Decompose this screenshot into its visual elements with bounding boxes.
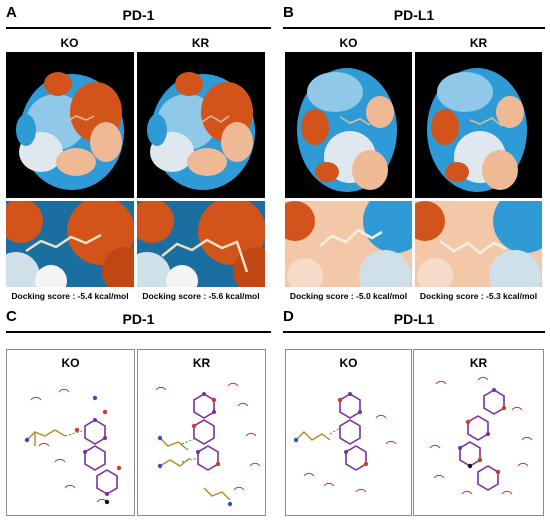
panel-c-label-kr: KR [192,356,211,370]
panel-d-label-ko: KO [339,356,358,370]
panel-d-ko-interaction-diagram: KO [285,349,412,516]
panel-b-ko-surface-image [285,52,412,198]
panel-letter-a: A [6,4,17,21]
panel-b-rule [283,27,545,29]
panel-d-label-kr: KR [469,356,488,370]
panel-b-ko-zoom-image [285,201,412,287]
panel-d-rule [283,331,545,333]
panel-letter-c: C [6,308,17,325]
panel-a-title: PD-1 [122,7,155,23]
panel-a-rule [6,27,271,29]
panel-letter-b: B [283,4,294,21]
panel-a-kr-docking-score: Docking score : -5.6 kcal/mol [142,291,260,301]
panel-c-kr-interaction-diagram: KR [137,349,266,516]
panel-a-kr-surface-image [137,52,265,198]
panel-c-label-ko: KO [61,356,80,370]
panel-d-kr-interaction-diagram: KR [413,349,544,516]
panel-b-label-ko: KO [339,36,358,50]
panel-b-kr-docking-score: Docking score : -5.3 kcal/mol [419,291,538,301]
panel-a-label-ko: KO [60,36,79,50]
panel-b-label-kr: KR [469,36,488,50]
panel-b-kr-zoom-image [415,201,542,287]
panel-a-ko-docking-score: Docking score : -5.4 kcal/mol [11,291,129,301]
panel-c-rule [6,331,271,333]
panel-d-title: PD-L1 [393,311,435,327]
panel-a-label-kr: KR [191,36,210,50]
panel-letter-d: D [283,308,294,325]
panel-a-ko-surface-image [6,52,134,198]
panel-b-title: PD-L1 [393,7,435,23]
panel-b-ko-docking-score: Docking score : -5.0 kcal/mol [289,291,408,301]
panel-b-kr-surface-image [415,52,542,198]
panel-c-title: PD-1 [122,311,155,327]
panel-a-ko-zoom-image [6,201,134,287]
panel-a-kr-zoom-image [137,201,265,287]
panel-c-ko-interaction-diagram: KO [6,349,135,516]
